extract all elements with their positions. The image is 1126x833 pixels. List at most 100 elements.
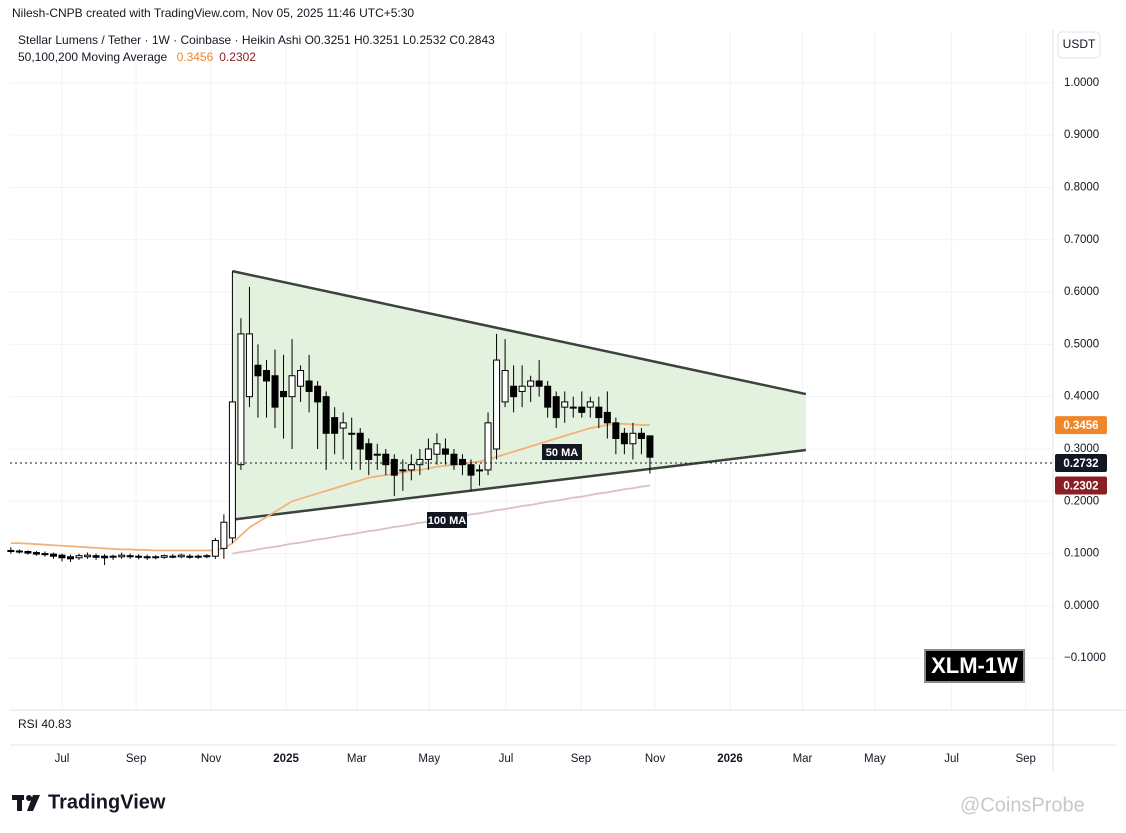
- candle-body: [58, 554, 66, 559]
- pattern-line: [232, 269, 807, 396]
- candle-body: [620, 432, 628, 445]
- candle-body: [49, 553, 57, 557]
- candle-body: [7, 549, 15, 553]
- brand: TradingView: [48, 791, 166, 813]
- ma-label-box: [542, 444, 582, 460]
- plot-area: 50 MA 100 MA: [7, 269, 807, 566]
- candle-body: [75, 555, 83, 559]
- candle-body: [305, 380, 313, 392]
- candle-body: [314, 385, 322, 403]
- candle-body: [92, 555, 100, 558]
- candle-body: [67, 556, 75, 560]
- grid: [10, 30, 1053, 710]
- candle-body: [152, 556, 160, 559]
- candle-body: [356, 432, 364, 450]
- candle-body: [382, 453, 390, 466]
- price-axis-badge: [1055, 476, 1107, 495]
- candle-body: [510, 385, 518, 398]
- y-tick-label: 0.6000: [1064, 286, 1099, 298]
- price-axis-badge-text: 0.2302: [1063, 481, 1098, 493]
- y-tick-label: 0.1000: [1064, 548, 1099, 560]
- candle-body: [126, 555, 134, 558]
- candle-body: [586, 401, 594, 408]
- price-axis-badge: [1055, 416, 1107, 435]
- currency-button[interactable]: [1057, 31, 1101, 59]
- ohlc: L0.2532: [403, 33, 447, 47]
- symbol-badge-box: [924, 649, 1025, 683]
- candle-body: [245, 333, 253, 398]
- y-tick-label: 0.7000: [1064, 234, 1099, 246]
- candle-body: [348, 432, 356, 435]
- candle-body: [288, 375, 296, 398]
- pattern-line: [232, 448, 807, 521]
- candle-body: [407, 464, 415, 471]
- rsi: RSI 40.83: [18, 717, 72, 731]
- x-tick-label: Jul: [55, 753, 70, 765]
- x-tick-label: Jul: [499, 753, 514, 765]
- candle-body: [322, 396, 330, 434]
- candle-body: [612, 422, 620, 440]
- candle-body: [220, 521, 228, 549]
- candle-body: [527, 380, 535, 387]
- logo-part: [26, 795, 32, 801]
- x-tick-label: Nov: [645, 753, 666, 765]
- ohlc: C0.2843: [449, 33, 495, 47]
- candle-body: [458, 458, 466, 466]
- x-tick-label: 2026: [717, 753, 743, 765]
- price-axis-badge-text: 0.2732: [1063, 458, 1098, 470]
- candle-body: [109, 555, 117, 558]
- candle-body: [262, 370, 270, 382]
- candle-body: [271, 375, 279, 408]
- x-tick-label: Nov: [201, 753, 222, 765]
- candle-body: [595, 406, 603, 419]
- ma-legend-value: 0.2302: [219, 50, 256, 64]
- y-tick-label: 0.8000: [1064, 181, 1099, 193]
- candle-body: [399, 469, 407, 472]
- candle-body: [15, 550, 23, 553]
- y-tick-label: 0.3000: [1064, 443, 1099, 455]
- candle-body: [493, 359, 501, 450]
- candle-body: [32, 552, 40, 555]
- price-axis-badge-text: 0.3456: [1063, 420, 1098, 432]
- candle-body: [169, 555, 177, 558]
- candle-body: [194, 555, 202, 558]
- candle-body: [297, 370, 305, 387]
- x-tick-label: 2025: [273, 753, 299, 765]
- candle-body: [476, 469, 484, 472]
- candle-body: [416, 458, 424, 466]
- candle-body: [228, 401, 236, 539]
- candle-body: [365, 443, 373, 460]
- candle-body: [373, 453, 381, 456]
- candle-body: [441, 448, 449, 455]
- rsi-value: 40.83: [41, 717, 71, 731]
- x-tick-label: May: [864, 753, 886, 765]
- ma-label-box: [427, 512, 467, 528]
- candle-body: [433, 443, 441, 455]
- x-tick-label: Sep: [126, 753, 146, 765]
- candle-body: [186, 555, 194, 558]
- symbol-title: Stellar Lumens / Tether · 1W · Coinbase …: [18, 33, 495, 47]
- candle-body: [177, 554, 185, 558]
- candle-body: [424, 448, 432, 460]
- x-tick-label: Mar: [793, 753, 813, 765]
- currency[interactable]: USDT: [1063, 37, 1096, 51]
- candle-body: [637, 432, 645, 440]
- candle-body: [280, 390, 288, 398]
- candle-body: [41, 553, 49, 556]
- candle-body: [331, 417, 339, 434]
- title: Stellar Lumens / Tether · 1W · Coinbase …: [18, 33, 301, 47]
- ma-line: [10, 422, 650, 552]
- candle-body: [160, 555, 168, 558]
- y-tick-label: 0.5000: [1064, 338, 1099, 350]
- ma-legend: 50,100,200 Moving Average 0.3456 0.2302: [18, 50, 256, 64]
- candle-body: [203, 555, 211, 558]
- candle-body: [390, 458, 398, 476]
- candle-body: [646, 435, 654, 458]
- y-tick-label: 0.2000: [1064, 495, 1099, 507]
- candle-body: [84, 554, 92, 558]
- candle-body: [254, 364, 262, 377]
- x-tick-label: Sep: [1015, 753, 1035, 765]
- candle-body: [544, 385, 552, 408]
- candle-body: [135, 555, 143, 558]
